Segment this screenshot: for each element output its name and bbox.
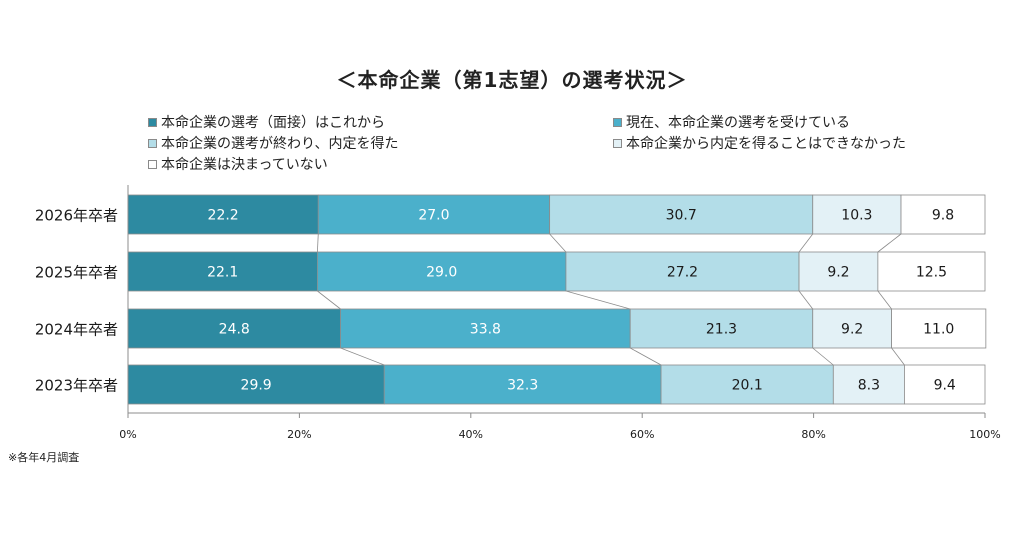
x-tick-label: 60% [630, 428, 654, 441]
legend-item-in-progress: 現在、本命企業の選考を受けている [613, 112, 850, 132]
bar-segment [549, 194, 814, 235]
connector-line [317, 290, 341, 310]
connector-line [877, 233, 902, 253]
legend-item-offer-received: 本命企業の選考が終わり、内定を得た [148, 133, 398, 153]
x-tick-label: 20% [287, 428, 311, 441]
data-label: 29.9 [241, 378, 272, 394]
data-label: 11.0 [923, 322, 954, 338]
legend-label: 現在、本命企業の選考を受けている [626, 115, 850, 131]
x-tick-label: 40% [459, 428, 483, 441]
connector-line [798, 290, 814, 310]
bar-segment [877, 251, 986, 292]
legend-label: 本命企業の選考（面接）はこれから [161, 115, 385, 131]
bar-segment [891, 308, 987, 349]
bar-segment [127, 364, 385, 405]
bar-segment [127, 308, 341, 349]
bar-segment [904, 364, 986, 405]
connector-line [549, 233, 567, 253]
bar-segment [660, 364, 834, 405]
data-label: 24.8 [219, 322, 250, 338]
bar-segment [798, 251, 879, 292]
bar-segment [900, 194, 986, 235]
legend-swatch [148, 138, 157, 148]
data-label: 33.8 [470, 322, 501, 338]
legend-item-undecided: 本命企業は決まっていない [148, 154, 328, 174]
bar-segment [832, 364, 905, 405]
bar-segment [812, 308, 892, 349]
data-label: 29.0 [426, 265, 457, 281]
data-label: 9.8 [932, 208, 954, 224]
x-tick-label: 100% [969, 428, 1000, 441]
bar-segment [340, 308, 631, 349]
data-label: 27.0 [418, 208, 449, 224]
data-label: 12.5 [916, 265, 947, 281]
legend-swatch [148, 117, 157, 127]
data-label: 8.3 [858, 378, 880, 394]
data-label: 9.2 [841, 322, 863, 338]
data-label: 32.3 [507, 378, 538, 394]
connector-line [798, 233, 814, 253]
legend-swatch [148, 159, 157, 169]
data-label: 22.2 [208, 208, 239, 224]
x-tick-label: 0% [119, 428, 136, 441]
data-label: 10.3 [841, 208, 872, 224]
bar-segment [565, 251, 800, 292]
connector-line [565, 290, 631, 310]
legend-label: 本命企業の選考が終わり、内定を得た [161, 136, 399, 152]
category-label: 2023年卒者 [35, 377, 118, 395]
connector-line [316, 233, 319, 253]
data-label: 27.2 [667, 265, 698, 281]
bar-segment [629, 308, 814, 349]
data-label: 22.1 [207, 265, 238, 281]
legend-label: 本命企業から内定を得ることはできなかった [626, 136, 906, 152]
connector-line [630, 347, 662, 366]
legend-swatch [613, 138, 622, 148]
connector-line [812, 347, 834, 366]
x-tick-label: 80% [801, 428, 825, 441]
bar-segment [383, 364, 662, 405]
footnote: ※各年4月調査 [8, 451, 80, 464]
category-label: 2026年卒者 [35, 207, 118, 225]
connector-line [877, 290, 892, 310]
connector-line [891, 347, 905, 366]
legend-item-before-interview: 本命企業の選考（面接）はこれから [148, 112, 385, 132]
category-label: 2024年卒者 [35, 321, 118, 339]
data-label: 30.7 [666, 208, 697, 224]
category-label: 2025年卒者 [35, 264, 118, 282]
chart-title: ＜本命企業（第1志望）の選考状況＞ [336, 68, 688, 92]
data-label: 9.2 [827, 265, 849, 281]
legend-label: 本命企業は決まっていない [161, 157, 328, 173]
bar-segment [316, 251, 567, 292]
bar-segment [812, 194, 902, 235]
data-label: 9.4 [934, 378, 956, 394]
legend-item-no-offer: 本命企業から内定を得ることはできなかった [613, 133, 906, 153]
legend-swatch [613, 117, 622, 127]
connector-line [340, 347, 385, 366]
bar-segment [317, 194, 551, 235]
data-label: 21.3 [706, 322, 737, 338]
data-label: 20.1 [732, 378, 763, 394]
